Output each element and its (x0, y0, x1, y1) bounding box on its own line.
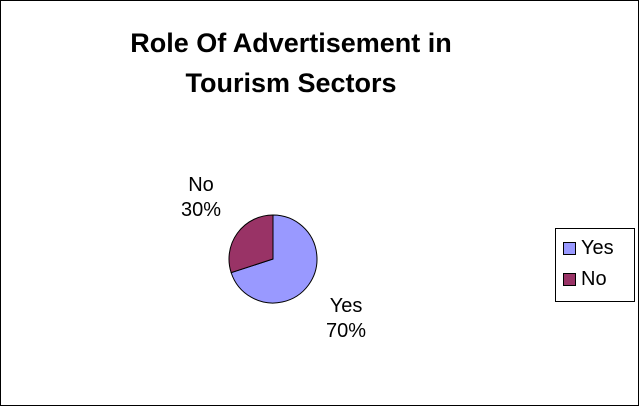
slice-label-no-pct: 30% (181, 199, 222, 221)
chart-title-line-1: Role Of Advertisement in (130, 28, 452, 58)
legend-label-yes: Yes (581, 237, 614, 259)
legend-swatch-yes (563, 242, 576, 255)
pie-slice-yes (230, 214, 318, 304)
legend: Yes No (555, 228, 635, 302)
legend-label-no: No (581, 268, 607, 290)
slice-label-no-name: No (188, 174, 214, 196)
slice-label-yes-name: Yes (329, 295, 363, 317)
legend-swatch-no (563, 273, 576, 286)
slice-label-yes-pct: 70% (326, 320, 367, 342)
slice-label-yes: Yes 70% (326, 294, 366, 344)
pie-slice-no (228, 214, 274, 274)
chart-title-line-2: Tourism Sectors (185, 68, 397, 98)
slice-label-no: No 30% (181, 173, 221, 223)
chart-title: Role Of Advertisement in Tourism Sectors (81, 23, 501, 103)
legend-item-no: No (563, 264, 634, 295)
legend-item-yes: Yes (563, 233, 634, 264)
